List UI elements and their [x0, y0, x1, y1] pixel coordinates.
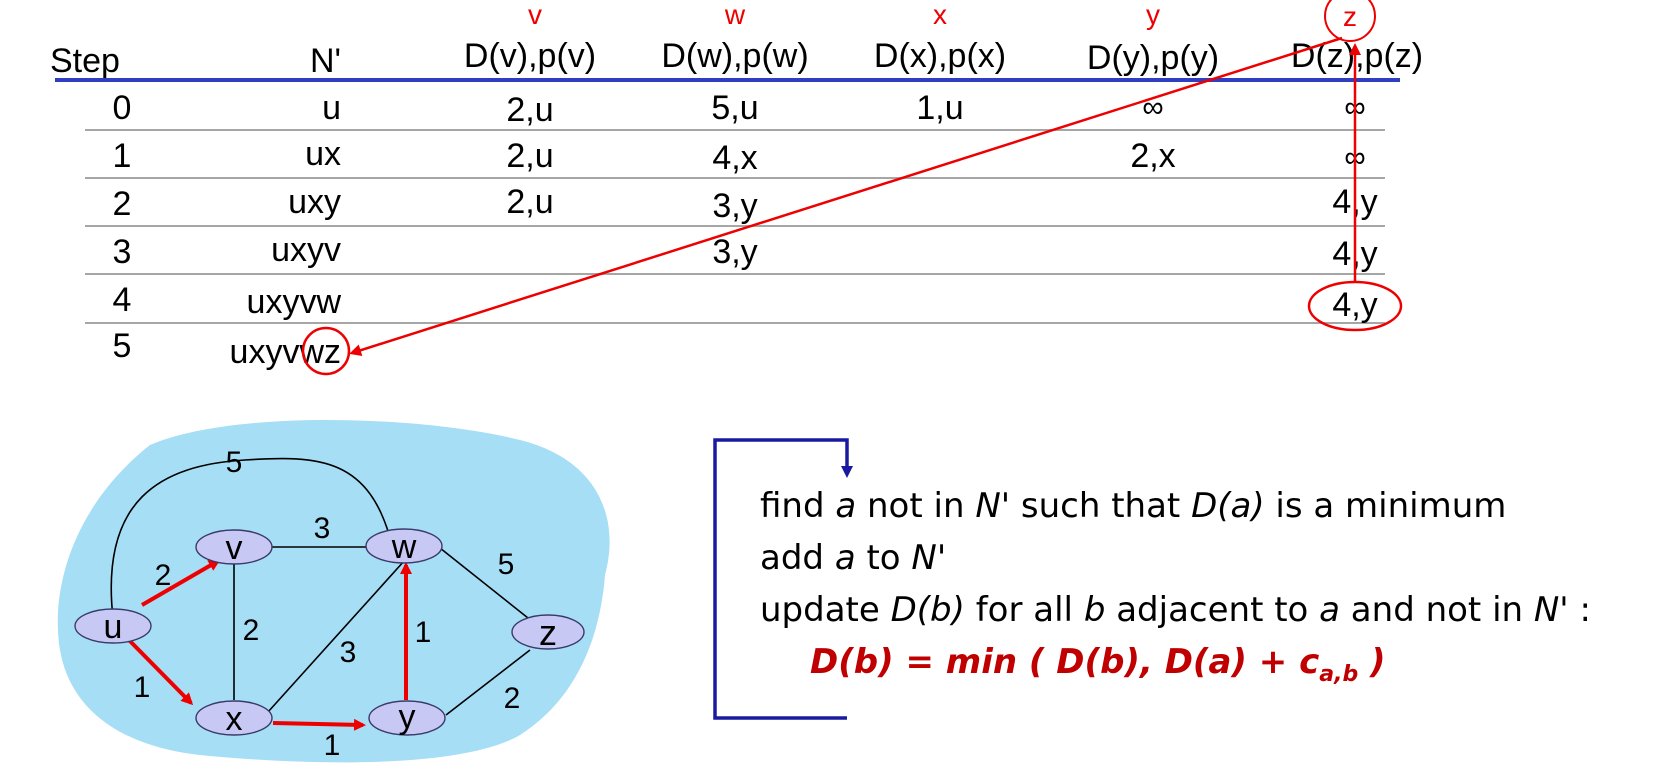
- cell-step: 2: [113, 185, 132, 223]
- node-label-v: v: [226, 529, 243, 567]
- edge-w-z: [439, 547, 529, 619]
- cell-dy: 2,x: [1130, 137, 1175, 175]
- cell-step: 0: [113, 89, 132, 127]
- cost-label-v-x: 2: [243, 614, 260, 647]
- algorithm-line-find: find a not in N' such that D(a) is a min…: [760, 486, 1507, 526]
- node-label-u: u: [104, 608, 123, 646]
- router-node-w: w: [365, 528, 443, 566]
- cell-dv: 2,u: [506, 183, 553, 221]
- table-row: 5 uxyvwz: [113, 327, 341, 371]
- cell-nprime: uxyv: [271, 231, 341, 269]
- cell-dv: 2,u: [506, 91, 553, 129]
- network-cloud: [57, 420, 610, 763]
- cell-step: 4: [113, 281, 132, 319]
- cell-dz: 4,y: [1332, 286, 1377, 324]
- network-graph: 5 2 1 3 2 3 1 1 5 2 u v w x y: [57, 420, 610, 763]
- cell-dv: 2,u: [506, 137, 553, 175]
- router-node-z: z: [511, 612, 585, 653]
- edge-x-w: [267, 559, 406, 713]
- router-node-v: v: [195, 529, 273, 567]
- header-dv: D(v),p(v): [464, 37, 596, 75]
- table-row: 1 ux 2,u 4,x 2,x ∞: [113, 135, 1366, 177]
- node-label-y: y: [399, 698, 416, 736]
- cost-label-u-v: 2: [155, 559, 172, 592]
- cost-label-u-w: 5: [226, 446, 243, 479]
- header-letter-w: w: [724, 0, 746, 30]
- dijkstra-table: v w x y z Step N' D(v),p(v) D(w),p(w) D(…: [50, 0, 1423, 376]
- cell-step: 1: [113, 137, 132, 175]
- cost-label-v-w: 3: [314, 512, 331, 545]
- table-row: 4 uxyvw 4,y: [113, 281, 1378, 324]
- arrow-z-header-to-nprime: [349, 36, 1343, 356]
- algorithm-steps: find a not in N' such that D(a) is a min…: [760, 480, 1640, 701]
- table-row: 3 uxyv 3,y 4,y: [113, 231, 1378, 273]
- header-letter-y: y: [1146, 0, 1160, 30]
- table-row: 2 uxy 2,u 3,y 4,y: [113, 183, 1378, 225]
- tree-edge-u-x: [124, 635, 194, 706]
- cost-label-x-w: 3: [340, 636, 357, 669]
- cost-label-u-x: 1: [134, 671, 151, 704]
- cost-label-w-z: 5: [498, 548, 515, 581]
- cell-nprime: uxyvw: [247, 283, 342, 321]
- node-label-w: w: [391, 528, 417, 566]
- algorithm-line-update: update D(b) for all b adjacent to a and …: [760, 590, 1591, 630]
- header-letter-z-circle: [1324, 0, 1376, 42]
- cell-dw: 5,u: [711, 89, 758, 127]
- header-dw: D(w),p(w): [661, 37, 808, 75]
- header-letter-x: x: [933, 0, 947, 30]
- tree-edge-x-y: [272, 718, 366, 731]
- cell-step: 5: [113, 327, 132, 365]
- cell-nprime: ux: [305, 135, 341, 173]
- loop-bracket: [713, 438, 853, 720]
- edge-u-w: [110, 457, 393, 619]
- header-nprime: N': [310, 42, 341, 80]
- cell-dw: 4,x: [712, 139, 757, 177]
- highlight-circle-z: [301, 326, 351, 376]
- algorithm-line-add: add a to N': [760, 538, 947, 578]
- router-node-x: x: [195, 700, 273, 738]
- node-label-z: z: [539, 612, 557, 653]
- cost-label-y-w: 1: [415, 616, 432, 649]
- algorithm-formula: D(b) = min ( D(b), D(a) + ca,b ): [810, 642, 1386, 687]
- cell-nprime: uxyvwz: [230, 333, 341, 371]
- header-dx: D(x),p(x): [874, 37, 1006, 75]
- cell-step: 3: [113, 233, 132, 271]
- header-dz: D(z),p(z): [1291, 37, 1423, 75]
- cell-nprime: u: [322, 89, 341, 127]
- tree-edge-u-v: [140, 559, 221, 607]
- router-node-y: y: [368, 698, 446, 736]
- header-letter-v: v: [528, 0, 542, 30]
- table-row: 0 u 2,u 5,u 1,u ∞ ∞: [113, 89, 1366, 129]
- node-label-x: x: [226, 700, 243, 738]
- header-letter-z: z: [1343, 1, 1357, 32]
- header-dy: D(y),p(y): [1087, 39, 1219, 77]
- header-step: Step: [50, 42, 120, 80]
- cell-dw: 3,y: [712, 187, 757, 225]
- cell-dw: 3,y: [712, 233, 757, 271]
- cell-nprime: uxy: [288, 183, 341, 221]
- edge-y-z: [445, 649, 531, 716]
- cost-label-x-y: 1: [324, 729, 341, 762]
- router-node-u: u: [74, 608, 152, 646]
- cost-label-y-z: 2: [504, 682, 521, 715]
- cell-dx: 1,u: [916, 89, 963, 127]
